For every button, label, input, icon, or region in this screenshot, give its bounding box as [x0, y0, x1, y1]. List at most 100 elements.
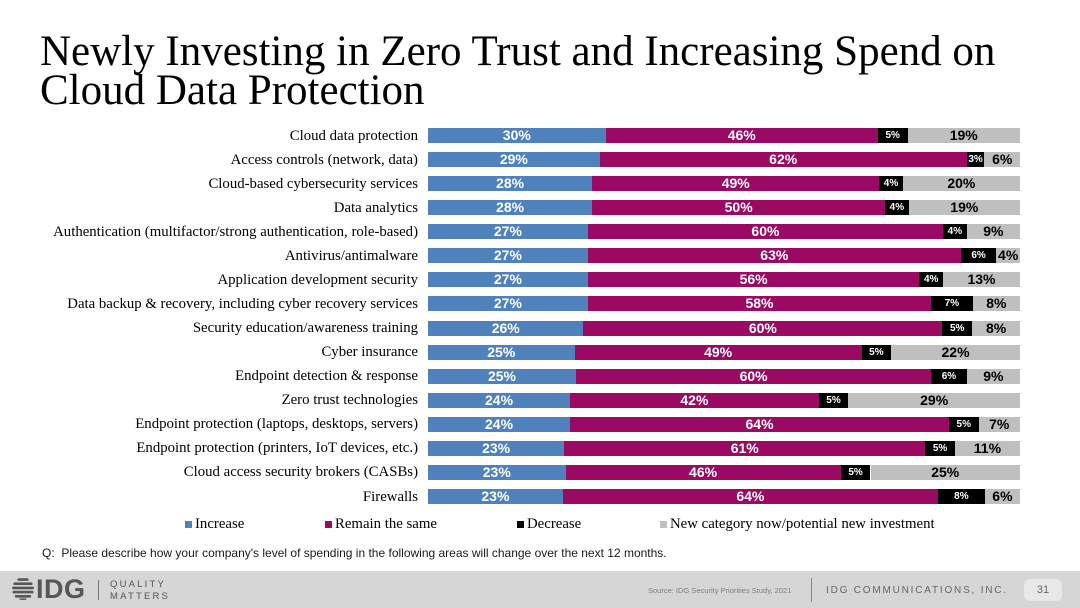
bar-segment-decrease: 8%	[937, 489, 985, 505]
data-label: 13%	[967, 271, 996, 288]
data-label: 64%	[736, 488, 765, 505]
bar-segment-new-category-now-potential-new-investment: 4%	[996, 248, 1020, 264]
bar-segment-increase: 28%	[428, 200, 593, 216]
data-label: 5%	[869, 346, 884, 358]
bar-segment-new-category-now-potential-new-investment: 20%	[902, 176, 1020, 192]
page-number: 31	[1024, 579, 1062, 601]
data-label: 29%	[499, 151, 528, 168]
bar-segment-new-category-now-potential-new-investment: 11%	[954, 440, 1020, 456]
bar-segment-new-category-now-potential-new-investment: 7%	[978, 415, 1020, 432]
bar-segment-increase: 27%	[428, 272, 588, 288]
data-label: 56%	[739, 271, 768, 288]
bar-segment-remain-the-same: 60%	[583, 319, 943, 336]
bar-segment-new-category-now-potential-new-investment: 19%	[908, 199, 1020, 216]
bar-segment-increase: 27%	[428, 295, 588, 312]
data-label: 6%	[992, 488, 1013, 505]
data-label: 63%	[760, 247, 789, 264]
bar-segment-decrease: 6%	[931, 368, 967, 384]
data-label: 19%	[950, 199, 979, 216]
legend-label: New category now/potential new investmen…	[670, 515, 935, 532]
legend-item-remain-the-same: Remain the same	[325, 515, 437, 533]
legend-item-decrease: Decrease	[517, 515, 581, 533]
bar-segment-increase: 27%	[428, 223, 588, 240]
bar-segment-increase: 23%	[428, 489, 563, 505]
bar-segment-decrease: 5%	[948, 416, 979, 432]
data-label: 50%	[724, 199, 753, 216]
bar-segment-increase: 30%	[428, 128, 606, 143]
category-label: Authentication (multifactor/strong authe…	[53, 223, 418, 240]
data-label: 27%	[493, 295, 522, 312]
bar-segment-decrease: 6%	[960, 248, 997, 264]
legend-item-increase: Increase	[185, 515, 244, 533]
data-label: 4%	[947, 226, 963, 238]
bar-segment-decrease: 5%	[818, 392, 849, 408]
data-label: 29%	[920, 391, 949, 408]
bar-segment-remain-the-same: 42%	[570, 391, 819, 408]
data-label: 25%	[931, 463, 960, 480]
category-label: Cloud-based cybersecurity services	[208, 175, 418, 192]
data-label: 27%	[493, 247, 522, 264]
legend-label: Remain the same	[335, 515, 437, 532]
bar-segment-remain-the-same: 60%	[576, 367, 932, 384]
data-label: 60%	[739, 367, 768, 384]
bar-segment-new-category-now-potential-new-investment: 6%	[984, 488, 1020, 505]
category-label: Cloud data protection	[289, 127, 418, 144]
data-label: 4%	[889, 202, 905, 214]
bar-segment-remain-the-same: 61%	[564, 440, 926, 456]
legend-swatch-new-category	[660, 520, 667, 528]
stacked-bar-chart: Cloud data protection 30% 46% 5% 19% Access c…	[53, 127, 1020, 505]
bar-segment-decrease: 4%	[943, 224, 967, 240]
bar-segment-decrease: 4%	[879, 176, 903, 192]
bar-segment-increase: 25%	[428, 368, 576, 384]
data-label: 6%	[971, 250, 986, 262]
bar-segment-remain-the-same: 58%	[587, 296, 932, 312]
category-label: Antivirus/antimalware	[284, 247, 418, 264]
data-label: 19%	[949, 127, 978, 143]
bar-segment-remain-the-same: 49%	[592, 176, 880, 192]
logo-divider	[98, 580, 99, 600]
category-label: Endpoint protection (laptops, desktops, …	[135, 416, 418, 433]
bar-segment-remain-the-same: 60%	[587, 223, 944, 240]
data-label: 64%	[745, 415, 774, 432]
bar-segment-decrease: 5%	[861, 344, 892, 360]
data-label: 60%	[748, 319, 777, 336]
bar-segment-increase: 23%	[428, 463, 566, 480]
bar-segment-remain-the-same: 46%	[605, 128, 878, 143]
bar-segment-remain-the-same: 49%	[574, 343, 862, 360]
category-label: Data analytics	[333, 199, 418, 216]
data-label: 8%	[985, 319, 1007, 336]
data-label: 49%	[704, 343, 733, 360]
bar-segment-new-category-now-potential-new-investment: 9%	[966, 223, 1020, 240]
bar-segment-remain-the-same: 62%	[599, 151, 967, 168]
source-note: Source: IDG Security Priorities Study, 2…	[648, 586, 792, 595]
data-label: 5%	[956, 418, 971, 430]
data-label: 60%	[751, 223, 780, 240]
bar-segment-decrease: 7%	[931, 296, 973, 312]
bar-segment-increase: 23%	[428, 439, 565, 456]
data-label: 46%	[689, 463, 718, 480]
category-label: Data backup & recovery, including cyber …	[67, 295, 418, 312]
data-label: 42%	[680, 391, 709, 408]
company-name: IDG COMMUNICATIONS, INC.	[826, 585, 1008, 596]
tagline-line-2: MATTERS	[110, 591, 171, 602]
bar-segment-increase: 27%	[428, 247, 588, 264]
footer-divider	[811, 578, 812, 602]
legend-label: Decrease	[527, 515, 582, 532]
bar-segment-new-category-now-potential-new-investment: 9%	[966, 368, 1020, 384]
legend-swatch-remain-the-same	[325, 520, 332, 528]
bar-segment-new-category-now-potential-new-investment: 8%	[972, 296, 1020, 312]
category-label: Security education/awareness training	[192, 320, 418, 337]
data-label: 23%	[482, 439, 511, 456]
footer-bar: IDG QUALITY MATTERS Source: IDG Security…	[0, 571, 1080, 608]
data-label: 5%	[848, 466, 863, 478]
data-label: 27%	[493, 223, 522, 240]
data-label: 62%	[769, 151, 798, 168]
data-label: 6%	[941, 370, 957, 382]
bar-segment-remain-the-same: 64%	[562, 488, 938, 505]
data-label: 8%	[954, 491, 969, 503]
data-label: 5%	[949, 322, 965, 334]
data-label: 7%	[989, 415, 1010, 432]
bar-segment-decrease: 3%	[966, 152, 985, 168]
data-label: 9%	[983, 223, 1004, 240]
data-label: 23%	[482, 463, 511, 480]
